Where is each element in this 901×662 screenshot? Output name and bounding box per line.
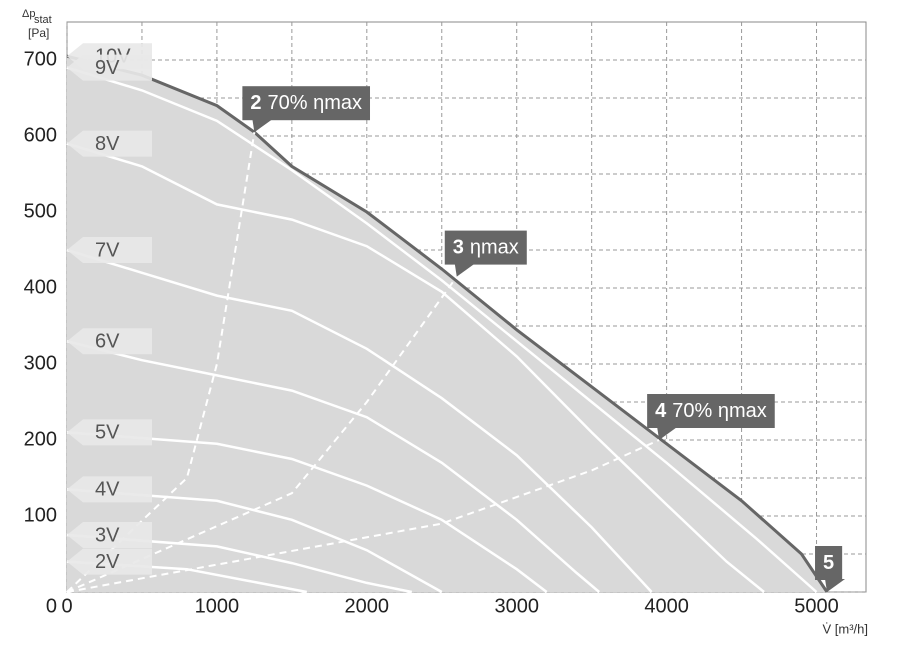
- y-label-sub: stat: [34, 14, 52, 26]
- voltage-tag: [67, 522, 152, 548]
- voltage-tag: [67, 130, 152, 157]
- x-label: V̇ [m³/h]: [822, 621, 868, 636]
- annotation: 5: [815, 546, 846, 592]
- x-tick-label: 0: [61, 595, 72, 617]
- y-unit: [Pa]: [28, 26, 49, 40]
- annotation-text: 5: [823, 552, 834, 574]
- voltage-tag: [67, 54, 152, 81]
- annotation-number: 2: [250, 92, 261, 114]
- annotation-number: 3: [453, 237, 464, 259]
- curve: [66, 54, 829, 593]
- y-tick-label: 400: [24, 276, 57, 298]
- legend-label: 7V: [95, 239, 120, 261]
- y-tick-label: 100: [24, 504, 57, 526]
- annotation-pointer: [454, 263, 475, 277]
- annotation: 4 70% ηmax: [647, 394, 775, 440]
- annotation-text: 4 70% ηmax: [655, 400, 767, 422]
- y-tick-label: 300: [24, 352, 57, 374]
- legend-label: 9V: [95, 57, 120, 79]
- curve: [66, 66, 818, 593]
- voltage-tag: [67, 328, 152, 355]
- annotation: 3 ηmax: [444, 230, 527, 277]
- annotation-label: 70% ηmax: [672, 400, 767, 422]
- y-label: Δp: [22, 8, 35, 20]
- x-tick-label: 5000: [794, 595, 839, 617]
- voltage-tag: [67, 476, 152, 503]
- annotation-label: ηmax: [470, 237, 519, 259]
- curve: [66, 339, 601, 593]
- area-fill: [67, 56, 828, 592]
- annotation-pointer: [825, 579, 846, 592]
- efficiency-line: [66, 276, 458, 593]
- curve: [66, 431, 548, 593]
- efficiency-line: [66, 132, 256, 593]
- annotation-pointer: [252, 119, 273, 133]
- y-tick-label: 200: [24, 428, 57, 450]
- legend-label: 3V: [95, 524, 120, 546]
- annotation-label: 70% ηmax: [268, 92, 363, 114]
- x-tick-label: 1000: [195, 595, 240, 617]
- legend-label: 5V: [95, 422, 120, 444]
- annotation-box: [444, 230, 527, 265]
- voltage-tag: [67, 419, 152, 446]
- annotation-number: 5: [823, 552, 834, 574]
- y-tick-label: 600: [24, 124, 57, 146]
- annotation-box: [242, 86, 371, 121]
- area: [67, 56, 828, 592]
- x-tick-label: 4000: [644, 595, 689, 617]
- legend-label: 6V: [95, 330, 120, 352]
- voltage-tag: [67, 237, 152, 263]
- y-tick-label: 500: [24, 200, 57, 222]
- voltage-tag: [67, 548, 152, 575]
- annotation-box: [815, 546, 843, 580]
- legend-label: 2V: [95, 551, 120, 573]
- curve: [66, 248, 653, 593]
- curve: [66, 142, 765, 593]
- annotation-pointer: [657, 427, 678, 440]
- legend-label: 4V: [95, 479, 120, 501]
- y-tick-label: 700: [24, 48, 57, 70]
- annotation-number: 4: [655, 400, 667, 422]
- annotation-box: [647, 394, 775, 428]
- x-tick-label: 2000: [345, 595, 390, 617]
- curve: [66, 533, 413, 594]
- x-tick-label: 3000: [494, 595, 539, 617]
- y-tick-label: 0: [46, 595, 57, 617]
- legend-label: 8V: [95, 133, 120, 155]
- annotation: 2 70% ηmax: [242, 86, 371, 133]
- efficiency-line: [66, 439, 660, 593]
- annotation-text: 3 ηmax: [453, 237, 519, 259]
- annotation-text: 2 70% ηmax: [250, 92, 362, 114]
